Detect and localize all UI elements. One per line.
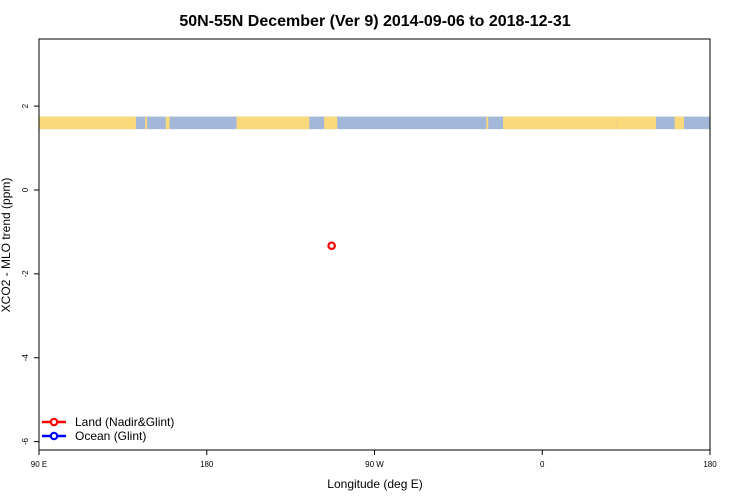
- plot-frame: [38, 38, 711, 451]
- x-tick-label: 0: [540, 460, 545, 469]
- x-axis: 90 E 180 90 W 0 180: [31, 450, 717, 469]
- land-segment: [486, 116, 489, 130]
- x-axis-label: Longitude (deg E): [327, 477, 422, 491]
- chart-title: 50N-55N December (Ver 9) 2014-09-06 to 2…: [179, 13, 570, 30]
- y-axis-label: XCO2 - MLO trend (ppm): [0, 178, 13, 313]
- y-tick-label: -4: [21, 354, 30, 362]
- x-tick-label: 180: [200, 460, 214, 469]
- y-tick-label: 0: [21, 187, 30, 192]
- land-segment: [145, 116, 148, 130]
- land-segment: [616, 116, 656, 130]
- legend-marker: [49, 431, 59, 441]
- data-point: [327, 241, 336, 251]
- y-tick-label: -2: [21, 270, 30, 278]
- land-segment: [165, 116, 170, 130]
- land-segment: [674, 116, 684, 130]
- land-segment: [503, 116, 617, 130]
- y-tick-label: -6: [21, 438, 30, 446]
- legend: Land (Nadir&Glint)Ocean (Glint): [42, 415, 174, 443]
- land-segment: [39, 116, 136, 130]
- land-ocean-band: [39, 116, 710, 130]
- legend-label: Ocean (Glint): [75, 429, 146, 443]
- y-tick-label: 2: [21, 103, 30, 108]
- data-points: [327, 241, 336, 251]
- y-axis: -6 -4 -2 0 2: [21, 103, 39, 445]
- legend-label: Land (Nadir&Glint): [75, 415, 174, 429]
- x-tick-label: 90 W: [365, 460, 384, 469]
- legend-marker: [49, 417, 59, 427]
- land-segment: [324, 116, 338, 130]
- x-tick-label: 90 E: [31, 460, 47, 469]
- land-segment: [236, 116, 310, 130]
- x-tick-label: 180: [703, 460, 717, 469]
